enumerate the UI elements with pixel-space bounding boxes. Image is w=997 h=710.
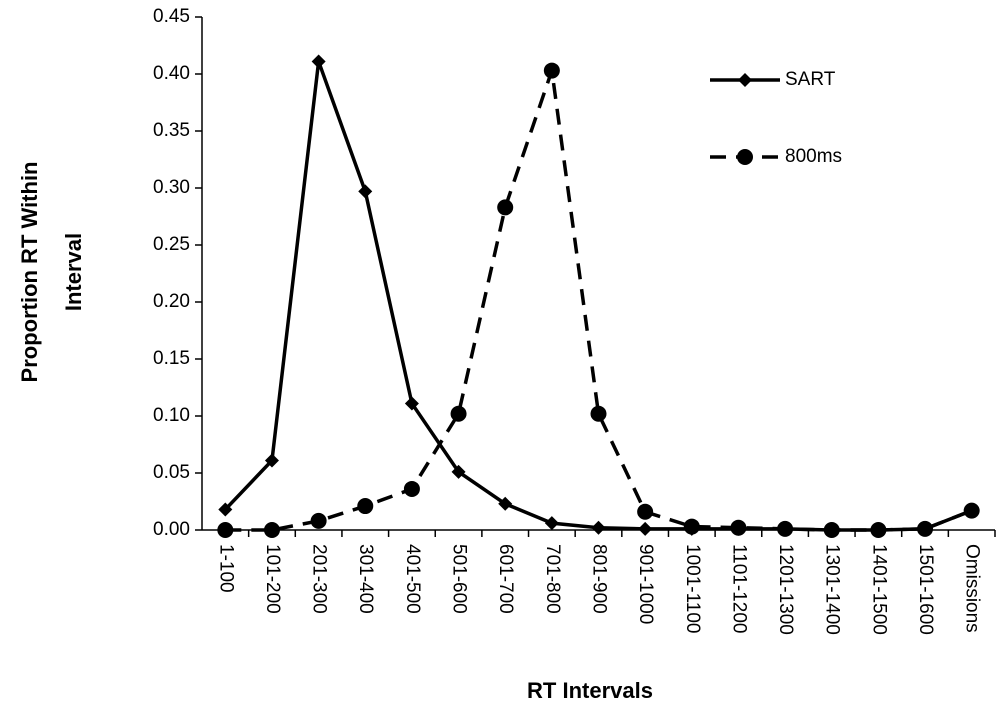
marker: [404, 396, 419, 411]
marker: [637, 503, 654, 520]
y-axis-title: Proportion RT Within Interval: [17, 162, 86, 383]
legend-label: 800ms: [785, 146, 842, 167]
marker: [777, 520, 794, 537]
marker: [497, 199, 514, 216]
marker: [730, 519, 747, 536]
marker: [683, 518, 700, 535]
y-tick-label: 0.10: [153, 405, 190, 426]
marker: [870, 522, 887, 538]
x-tick-label: 901-1000: [635, 544, 656, 624]
y-tick-label: 0.20: [153, 291, 190, 312]
marker: [357, 498, 374, 515]
x-tick-label: Omissions: [962, 544, 983, 633]
marker: [543, 62, 560, 79]
x-tick-label: 801-900: [588, 544, 609, 614]
x-tick-label: 401-500: [402, 544, 423, 614]
marker: [823, 522, 840, 538]
marker: [590, 405, 607, 422]
x-tick-label: 1401-1500: [868, 544, 889, 635]
y-tick-label: 0.30: [153, 177, 190, 198]
marker: [264, 453, 279, 468]
marker: [450, 405, 467, 422]
x-tick-label: 1301-1400: [822, 544, 843, 635]
marker: [217, 522, 234, 538]
y-tick-label: 0.05: [153, 462, 190, 483]
y-tick-label: 0.40: [153, 63, 190, 84]
marker: [358, 184, 373, 199]
marker: [917, 520, 934, 537]
x-axis-title: RT Intervals: [527, 678, 653, 703]
line: [224, 60, 973, 532]
marker: [544, 516, 559, 531]
x-tick-label: 301-400: [355, 544, 376, 614]
y-tick-label: 0.15: [153, 348, 190, 369]
x-tick-label: 601-700: [495, 544, 516, 614]
marker: [638, 521, 653, 536]
x-tick-label: 501-600: [449, 544, 470, 614]
marker: [310, 512, 327, 529]
x-tick-label: 701-800: [542, 544, 563, 614]
y-axis-title-line: Proportion RT Within: [17, 162, 42, 383]
x-tick-label: 1-100: [215, 544, 236, 593]
marker: [963, 502, 980, 519]
y-axis-title-line: Interval: [61, 233, 86, 311]
y-tick-label: 0.00: [153, 519, 190, 540]
marker: [451, 464, 466, 479]
line: [225, 70, 973, 532]
marker: [737, 149, 753, 165]
x-tick-label: 101-200: [262, 544, 283, 614]
marker: [591, 520, 606, 535]
marker: [498, 496, 513, 511]
y-tick-label: 0.35: [153, 120, 190, 141]
marker: [263, 522, 280, 538]
legend-item: 800ms: [710, 146, 842, 167]
legend-item: SART: [710, 69, 836, 90]
x-tick-label: 1201-1300: [775, 544, 796, 635]
x-tick-label: 1101-1200: [728, 544, 749, 633]
y-tick-label: 0.45: [153, 6, 190, 27]
marker: [738, 73, 752, 87]
marker: [403, 480, 420, 497]
x-tick-label: 1501-1600: [915, 544, 936, 635]
x-tick-label: 201-300: [309, 544, 330, 614]
marker: [218, 502, 233, 517]
x-tick-label: 1001-1100: [682, 544, 703, 633]
legend-label: SART: [785, 69, 836, 90]
y-tick-label: 0.25: [153, 234, 190, 255]
marker: [311, 54, 326, 69]
